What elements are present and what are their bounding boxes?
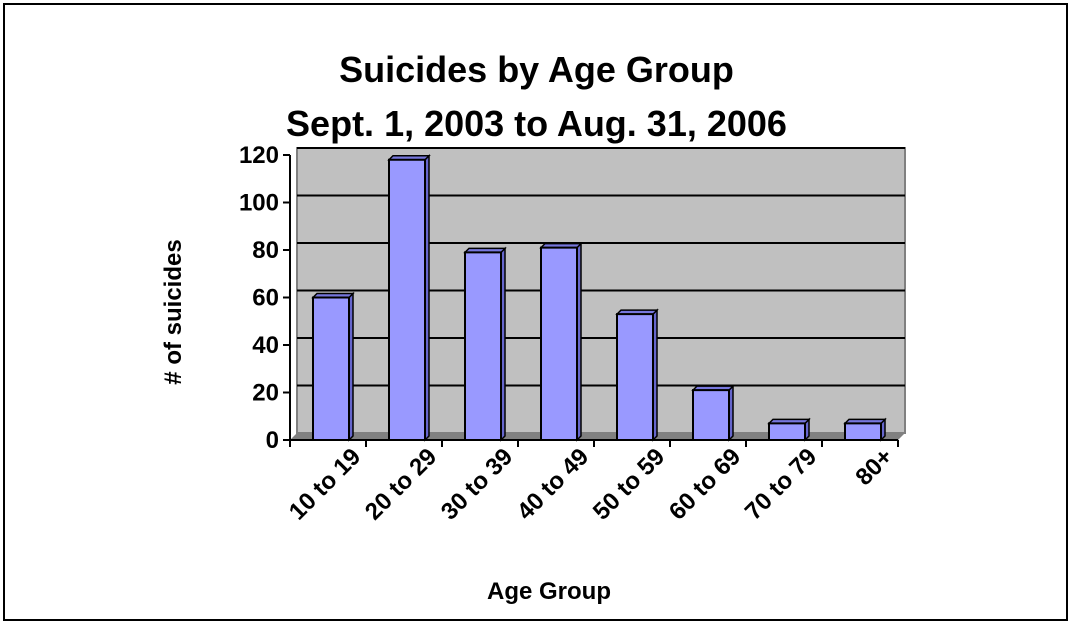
x-tick-label: 60 to 69 [664, 443, 746, 525]
y-tick-label: 40 [252, 332, 279, 359]
bar [692, 389, 730, 441]
x-tick-label: 10 to 19 [284, 443, 366, 525]
x-tick-label: 40 to 49 [512, 443, 594, 525]
chart-title: Suicides by Age Group [339, 49, 734, 90]
y-tick-label: 20 [252, 380, 279, 407]
bar [464, 251, 502, 441]
bar [616, 313, 654, 441]
y-tick-label: 60 [252, 285, 279, 312]
x-axis-title: Age Group [487, 578, 611, 605]
bar [844, 422, 882, 441]
x-tick-label: 80+ [850, 443, 898, 491]
bar [312, 296, 350, 441]
x-tick-label: 50 to 59 [588, 443, 670, 525]
bar [540, 246, 578, 441]
bar [768, 422, 806, 441]
y-tick-label: 120 [239, 142, 279, 169]
y-tick-label: 100 [239, 190, 279, 217]
x-tick-label: 30 to 39 [436, 443, 518, 525]
bar [388, 158, 426, 441]
x-tick-label: 20 to 29 [360, 443, 442, 525]
y-tick-label: 80 [252, 237, 279, 264]
x-tick-label: 70 to 79 [740, 443, 822, 525]
y-tick-label: 0 [266, 427, 279, 454]
plot-floor [290, 433, 905, 440]
chart-subtitle: Sept. 1, 2003 to Aug. 31, 2006 [286, 103, 787, 144]
y-axis-title: # of suicides [160, 239, 187, 384]
